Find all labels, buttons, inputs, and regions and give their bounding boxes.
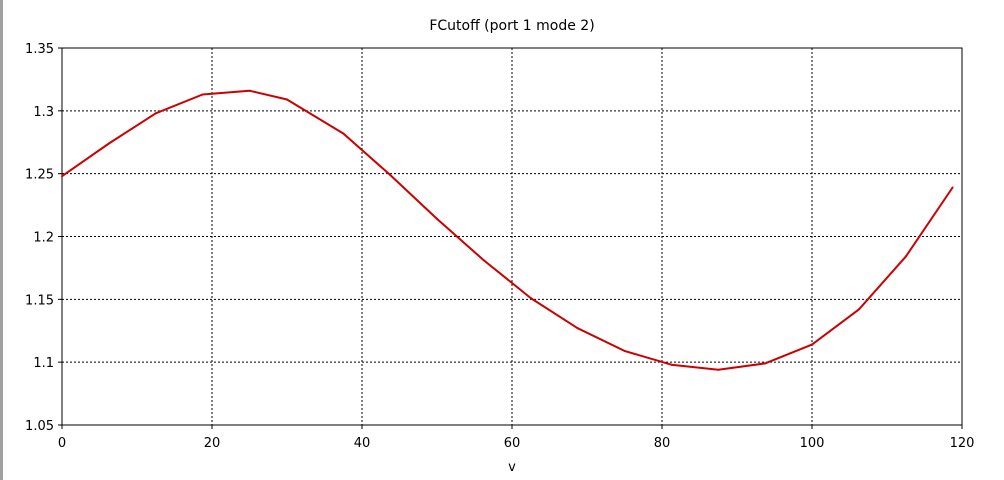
data-point xyxy=(389,173,392,176)
data-point xyxy=(286,98,288,101)
data-point xyxy=(342,132,345,135)
data-point xyxy=(857,308,860,311)
data-point xyxy=(670,363,673,366)
series-layer xyxy=(61,89,954,371)
x-tick-label: 80 xyxy=(654,436,671,451)
data-point xyxy=(436,217,438,220)
x-tick-label: 120 xyxy=(950,436,975,451)
window-left-border xyxy=(0,0,3,480)
x-tick-label: 0 xyxy=(58,436,66,451)
data-point xyxy=(576,327,579,330)
data-point xyxy=(107,142,110,145)
y-tick-label: 1.1 xyxy=(33,356,54,371)
data-point xyxy=(201,93,204,96)
data-point xyxy=(623,349,626,352)
x-axis-ticks: 0 20 40 60 80 100 120 xyxy=(58,425,975,451)
y-tick-label: 1.2 xyxy=(33,231,54,246)
y-axis-ticks: 1.05 1.1 1.15 1.2 1.25 1.3 1.35 xyxy=(25,42,62,434)
y-tick-label: 1.15 xyxy=(25,293,54,308)
data-point xyxy=(529,297,532,300)
data-point xyxy=(248,89,251,92)
data-point xyxy=(61,175,63,178)
chart-title: FCutoff (port 1 mode 2) xyxy=(429,18,594,34)
x-tick-label: 20 xyxy=(204,436,221,451)
x-axis-label: v xyxy=(508,460,516,475)
x-tick-label: 60 xyxy=(504,436,521,451)
y-tick-label: 1.3 xyxy=(33,105,54,120)
data-point xyxy=(154,112,157,115)
data-point xyxy=(717,368,720,371)
y-tick-label: 1.05 xyxy=(25,419,54,434)
y-tick-label: 1.35 xyxy=(25,42,54,57)
x-tick-label: 100 xyxy=(800,436,825,451)
data-point xyxy=(951,186,954,189)
data-point xyxy=(482,259,485,262)
data-point xyxy=(764,362,767,365)
series-line-0 xyxy=(61,89,954,371)
x-tick-label: 40 xyxy=(354,436,371,451)
data-point xyxy=(904,255,907,258)
data-point xyxy=(811,343,813,346)
y-tick-label: 1.25 xyxy=(25,168,54,183)
grid-lines xyxy=(62,48,962,425)
